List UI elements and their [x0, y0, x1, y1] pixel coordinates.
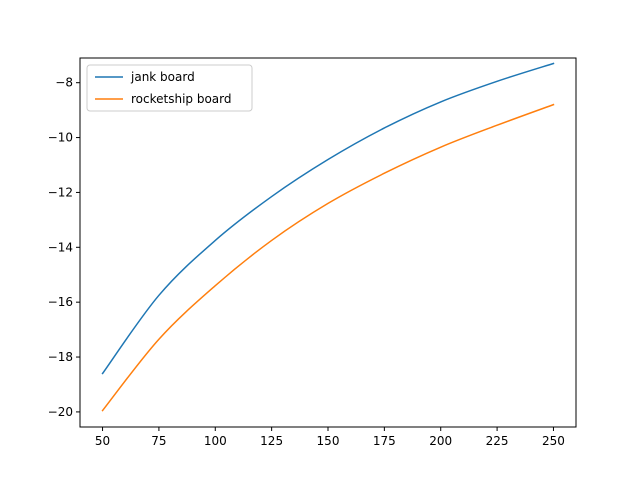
- x-tick-label: 175: [373, 434, 396, 448]
- x-tick-label: 225: [486, 434, 509, 448]
- legend-label-rocketship-board: rocketship board: [131, 92, 232, 106]
- y-tick-label: −12: [48, 185, 73, 199]
- legend-box: [86, 64, 253, 112]
- y-tick-label: −16: [48, 295, 73, 309]
- y-tick-label: −18: [48, 350, 73, 364]
- x-tick-label: 125: [260, 434, 283, 448]
- x-tick-label: 100: [204, 434, 227, 448]
- y-axis: −20 −18 −16 −14 −12 −10 −8: [48, 76, 80, 419]
- series-line-jank-board: [101, 62, 555, 375]
- x-tick-label: 150: [317, 434, 340, 448]
- y-tick-label: −14: [48, 240, 73, 254]
- x-tick-label: 75: [151, 434, 166, 448]
- y-tick-label: −20: [48, 405, 73, 419]
- x-axis: 50 75 100 125 150 175 200 225 250: [95, 427, 565, 448]
- x-tick-label: 250: [542, 434, 565, 448]
- y-tick-label: −8: [55, 76, 73, 90]
- plot-content: [101, 62, 555, 412]
- x-tick-label: 200: [429, 434, 452, 448]
- legend: jank board rocketship board: [86, 64, 253, 112]
- x-tick-label: 50: [95, 434, 110, 448]
- y-tick-label: −10: [48, 131, 73, 145]
- series-line-rocketship-board: [101, 103, 555, 412]
- legend-label-jank-board: jank board: [130, 70, 195, 84]
